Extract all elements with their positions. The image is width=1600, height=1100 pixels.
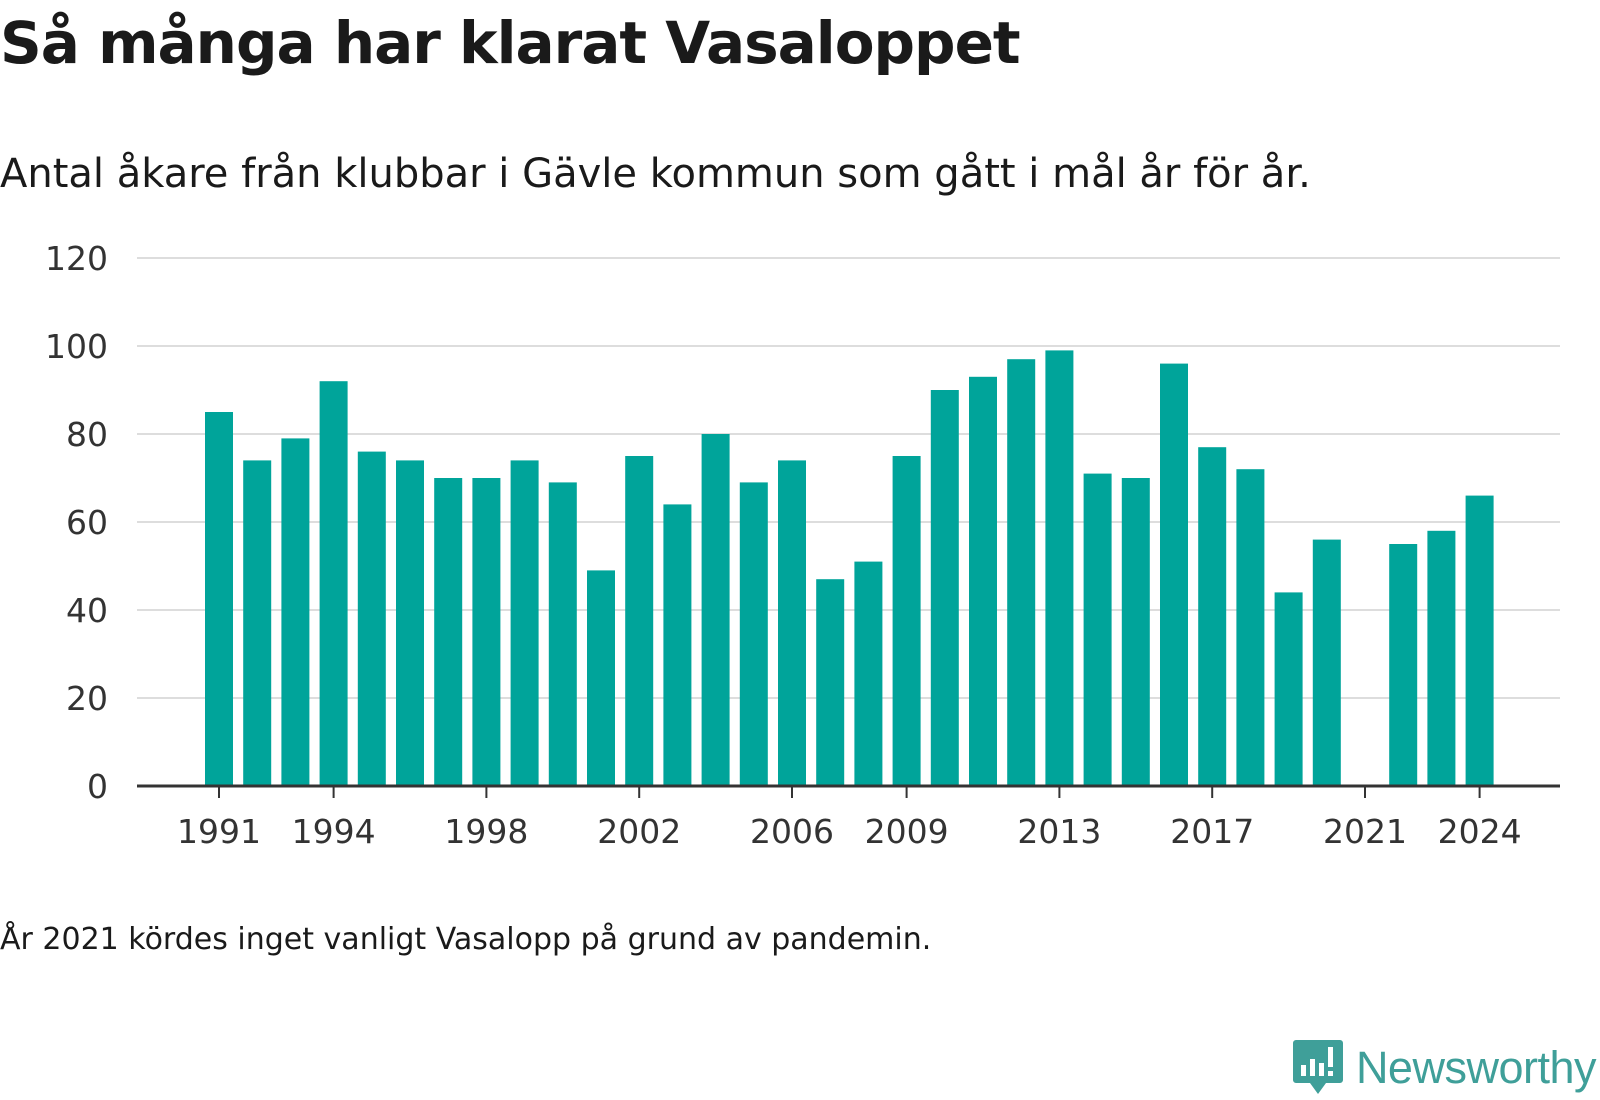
y-tick-label: 80 [66, 415, 108, 454]
bar-1991 [205, 412, 233, 786]
chart-footnote: År 2021 kördes inget vanligt Vasalopp på… [0, 922, 932, 957]
bar-chart: 0 20 40 60 80 100 120 1991 1994 1998 2002 2006 2009… [45, 239, 1560, 851]
newsworthy-logo-icon [1292, 1040, 1343, 1094]
bar-2003 [663, 504, 692, 786]
bars [205, 350, 1494, 786]
x-tick-label: 2024 [1438, 812, 1522, 851]
y-tick-label: 20 [66, 679, 108, 718]
bar-1996 [396, 460, 424, 786]
bar-2004 [701, 434, 730, 786]
x-axis-tick-labels: 1991 1994 1998 2002 2006 2009 2013 2017 2021 2024 [177, 812, 1522, 851]
bar-2024 [1465, 495, 1494, 786]
bar-2007 [816, 579, 845, 786]
bar-2023 [1427, 530, 1456, 786]
gridlines [137, 257, 1560, 699]
bar-2020 [1312, 539, 1341, 786]
x-tick-label: 2002 [597, 812, 681, 851]
bar-2005 [739, 482, 768, 786]
bar-1997 [434, 478, 463, 786]
bar-2010 [930, 390, 959, 786]
bar-2006 [778, 460, 806, 786]
y-tick-label: 40 [66, 591, 108, 630]
x-tick-label: 2013 [1017, 812, 1101, 851]
x-tick-label: 1994 [292, 812, 376, 851]
bar-1998 [472, 478, 501, 786]
y-tick-label: 120 [45, 239, 108, 278]
x-axis [137, 784, 1560, 798]
bar-2013 [1045, 350, 1074, 786]
bar-2019 [1274, 592, 1303, 786]
x-tick-label: 2009 [865, 812, 949, 851]
bar-2008 [854, 561, 883, 786]
x-tick-label: 1991 [177, 812, 261, 851]
bar-1992 [243, 460, 272, 786]
bar-2000 [548, 482, 577, 786]
x-tick-label: 2006 [750, 812, 834, 851]
bar-2009 [892, 456, 921, 786]
bar-2014 [1083, 473, 1112, 786]
bar-1994 [319, 381, 348, 786]
x-tick-label: 2017 [1170, 812, 1254, 851]
bar-1995 [357, 451, 386, 786]
bar-2016 [1160, 363, 1188, 786]
y-tick-label: 100 [45, 327, 108, 366]
bar-2012 [1007, 359, 1036, 786]
bar-1993 [281, 438, 310, 786]
x-tick-label: 1998 [444, 812, 528, 851]
y-tick-label: 60 [66, 503, 108, 542]
bar-2022 [1389, 544, 1418, 786]
y-axis-tick-labels: 0 20 40 60 80 100 120 [45, 239, 108, 806]
chart-subtitle: Antal åkare från klubbar i Gävle kommun … [0, 151, 1311, 197]
bar-2017 [1198, 447, 1227, 786]
bar-2015 [1121, 478, 1150, 786]
bar-2011 [969, 376, 997, 786]
bar-2018 [1236, 469, 1265, 786]
chart-title: Så många har klarat Vasaloppet [0, 9, 1021, 77]
y-tick-label: 0 [87, 767, 108, 806]
newsworthy-brand: Newsworthy [1292, 1038, 1597, 1096]
x-tick-label: 2021 [1323, 812, 1407, 851]
brand-name: Newsworthy [1355, 1041, 1597, 1093]
bar-2001 [587, 570, 615, 786]
bar-2002 [625, 456, 654, 786]
bar-1999 [510, 460, 539, 786]
